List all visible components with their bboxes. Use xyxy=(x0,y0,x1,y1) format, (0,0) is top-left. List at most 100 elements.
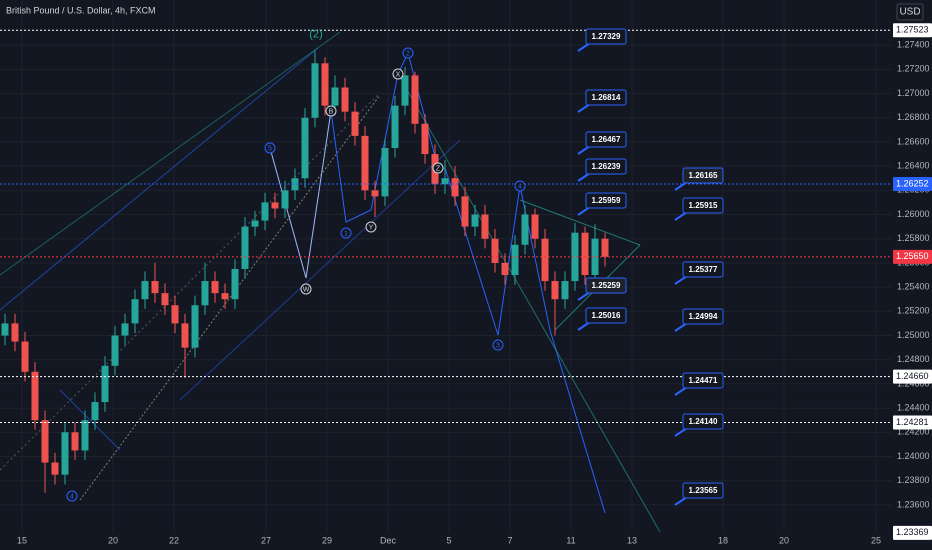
candle-body xyxy=(231,268,239,300)
candle-body xyxy=(191,305,199,348)
callout-box xyxy=(585,307,627,324)
candle-body xyxy=(331,87,339,106)
wave-circle xyxy=(325,105,337,117)
callout-label: 1.26165 xyxy=(689,171,718,180)
callout-box xyxy=(682,372,724,389)
price-label: 1.24660 xyxy=(896,371,929,381)
y-tick-label: 1.27200 xyxy=(897,64,930,74)
wave-label: 5 xyxy=(268,145,272,152)
candle-body xyxy=(61,432,69,475)
wave-label: Z xyxy=(436,165,441,172)
candle-body xyxy=(381,147,389,197)
callout-box xyxy=(682,261,724,278)
callout-box xyxy=(585,277,627,294)
wave-circle xyxy=(365,221,377,233)
candle-body xyxy=(21,341,29,372)
x-tick-label: Dec xyxy=(380,535,397,545)
candle-body xyxy=(351,111,359,136)
callout-label: 1.26814 xyxy=(592,93,621,102)
price-label: 1.23369 xyxy=(896,527,929,537)
candle-body xyxy=(361,135,369,191)
price-label-box xyxy=(893,177,932,192)
candle-body xyxy=(201,281,209,306)
candle-body xyxy=(501,262,509,276)
candle-body xyxy=(411,75,419,124)
y-tick-label: 1.26600 xyxy=(897,136,930,146)
x-tick-label: 13 xyxy=(627,535,637,545)
candle-body xyxy=(41,420,49,463)
wave-circle xyxy=(300,283,312,295)
candle-body xyxy=(401,75,409,106)
currency-box xyxy=(896,3,924,21)
callout-box xyxy=(682,167,724,184)
candle-body xyxy=(241,226,249,269)
x-tick-label: 15 xyxy=(17,535,27,545)
candle-body xyxy=(461,196,469,227)
candle-body xyxy=(551,281,559,300)
candle-body xyxy=(111,335,119,366)
y-tick-label: 1.24800 xyxy=(897,354,930,364)
candle-body xyxy=(101,365,109,403)
candle-body xyxy=(81,420,89,451)
y-tick-label: 1.25400 xyxy=(897,281,930,291)
callout-box xyxy=(585,89,627,106)
wave-label: 4 xyxy=(70,493,74,500)
candle-body xyxy=(251,220,259,227)
callout-box xyxy=(682,413,724,430)
candle-body xyxy=(311,63,319,118)
candle-body xyxy=(301,117,309,179)
callout-box xyxy=(682,482,724,499)
y-tick-label: 1.24200 xyxy=(897,427,930,437)
candle-body xyxy=(341,87,349,112)
price-label: 1.24281 xyxy=(896,417,929,427)
candle-body xyxy=(121,323,129,336)
wave-label: W xyxy=(303,286,310,293)
callout-box xyxy=(682,197,724,214)
candle-body xyxy=(491,238,499,263)
callout-label: 1.24140 xyxy=(689,417,718,426)
candle-body xyxy=(441,178,449,185)
y-tick-label: 1.24400 xyxy=(897,402,930,412)
candle-body xyxy=(151,281,159,294)
wave-label: B xyxy=(329,108,334,115)
x-tick-label: 25 xyxy=(871,535,881,545)
candle-body xyxy=(421,123,429,155)
callout-box xyxy=(585,28,627,45)
candle-body xyxy=(161,293,169,306)
x-tick-label: 18 xyxy=(718,535,728,545)
wave-circle xyxy=(66,490,78,502)
wave-label: Y xyxy=(369,224,374,231)
wave-label: 2 xyxy=(406,50,410,57)
candle-body xyxy=(591,238,599,276)
candle-body xyxy=(541,238,549,282)
candle-body xyxy=(51,462,59,475)
candle-body xyxy=(451,178,459,197)
currency: USD xyxy=(899,7,920,18)
wave-label: X xyxy=(396,71,401,78)
candle-body xyxy=(481,214,489,239)
price-label-box xyxy=(893,23,932,38)
x-tick-label: 20 xyxy=(779,535,789,545)
wave-circle xyxy=(340,227,352,239)
callout-label: 1.25959 xyxy=(592,196,621,205)
callout-box xyxy=(585,131,627,148)
x-tick-label: 11 xyxy=(566,535,575,545)
wave-circle xyxy=(492,339,504,351)
callout-label: 1.25259 xyxy=(592,281,621,290)
price-label-box xyxy=(893,415,932,430)
candle-body xyxy=(1,323,9,336)
callout-label: 1.25915 xyxy=(689,201,718,210)
y-tick-label: 1.25200 xyxy=(897,306,930,316)
price-label-box xyxy=(893,525,932,540)
candle-body xyxy=(141,281,149,300)
y-tick-label: 1.25800 xyxy=(897,233,930,243)
candle-body xyxy=(601,238,609,257)
candle-body xyxy=(131,299,139,324)
candle-body xyxy=(181,323,189,348)
candle-body xyxy=(271,202,279,209)
price-label-box xyxy=(893,369,932,384)
callout-label: 1.27329 xyxy=(592,32,621,41)
y-tick-label: 1.23800 xyxy=(897,475,930,485)
x-tick-label: 22 xyxy=(169,535,179,545)
